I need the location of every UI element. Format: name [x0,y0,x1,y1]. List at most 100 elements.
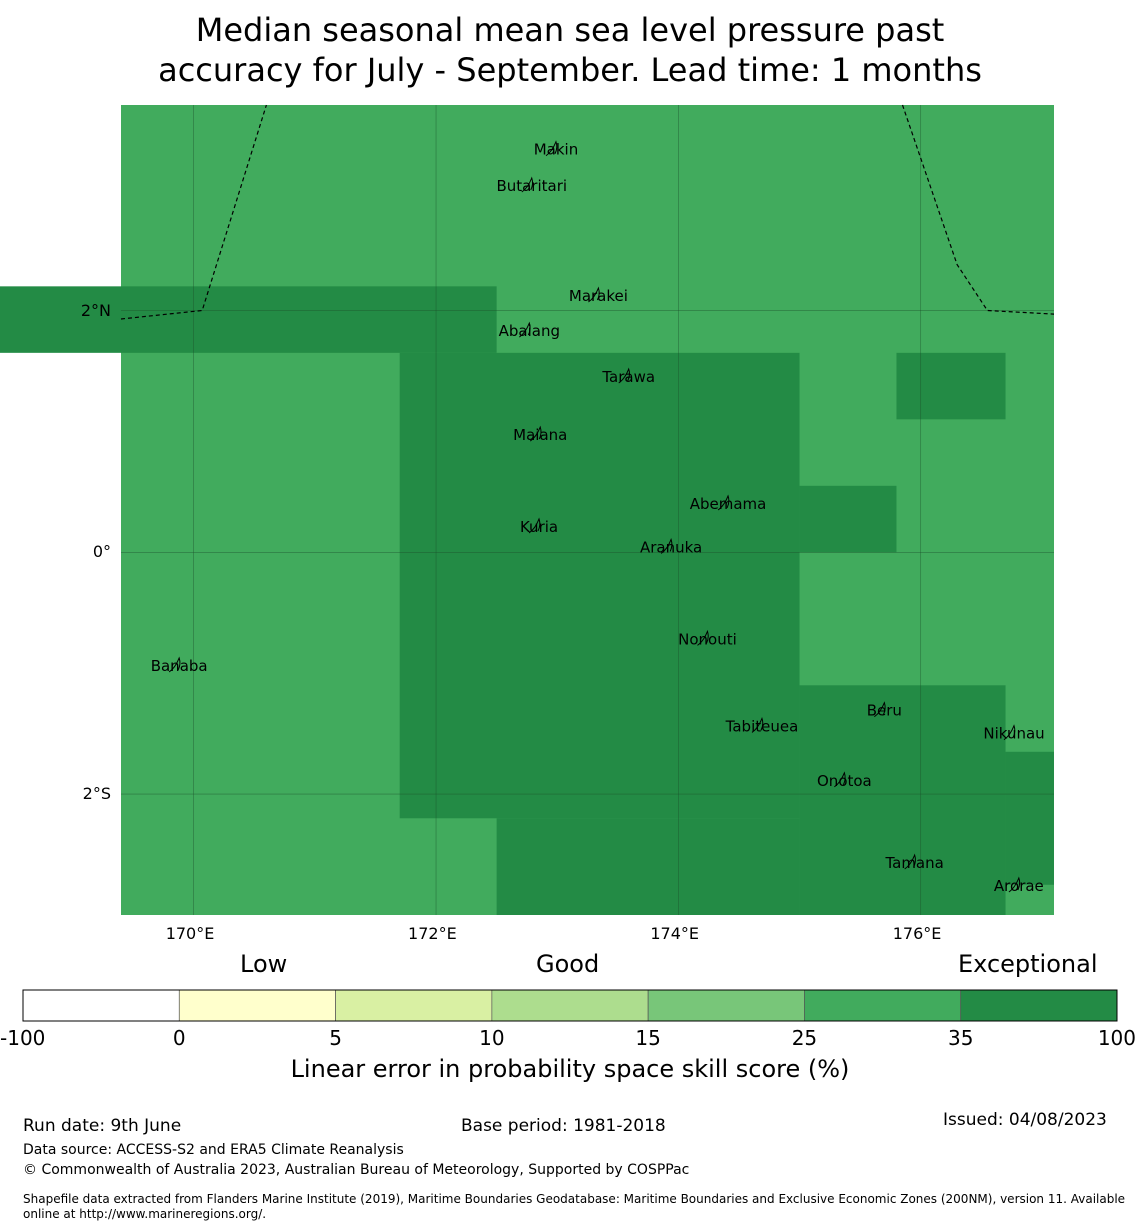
island-nonouti: Nonouti [678,629,737,648]
island-tarawa: Tarawa [601,367,655,386]
colorbar-tick-label: 0 [172,1026,186,1050]
colorbar-segment [22,989,180,1022]
island-outline [545,140,558,157]
island-label: Marakei [569,287,628,305]
island-outline [1008,876,1021,893]
lon-tick-label: 174°E [650,924,700,943]
lon-tick-label: 172°E [408,924,457,943]
island-nikunau: Nikunau [983,724,1045,743]
title-line-1: Median seasonal mean sea level pressure … [195,11,945,49]
island-beru: Beru [867,701,902,720]
island-outline [528,517,541,534]
island-outline [697,629,709,646]
lat-tick-label: 0° [92,542,111,562]
lon-tick-label: 176°E [892,924,942,943]
island-outline [588,286,600,303]
category-low: Low [240,950,288,978]
eez-boundary [120,104,1055,320]
title-line-2: accuracy for July - September. Lead time… [158,51,982,89]
island-outline [618,367,630,384]
colorbar-segment [647,989,805,1022]
island-makin: Makin [534,140,579,159]
island-label: Beru [867,702,902,720]
data-source: Data source: ACCESS-S2 and ERA5 Climate … [23,1142,404,1158]
colorbar-segment [804,989,962,1022]
island-label: Kuria [520,518,558,536]
island-maiana: Maiana [513,425,567,444]
lat-tick-label: 2°N [80,300,111,320]
shapefile-credit: Shapefile data extracted from Flanders M… [23,1192,1126,1221]
island-label: Abemama [690,495,767,513]
island-outline [717,494,730,511]
island-label: Onotoa [817,772,872,790]
island-outline [834,771,846,788]
high-skill-cell [1005,751,1054,885]
island-arorae: Arorae [994,876,1044,895]
island-abaiang: Abaiang [499,321,560,340]
island-outline [874,701,886,718]
chart-title: Median seasonal mean sea level pressure … [0,10,1140,90]
island-outline [168,656,181,673]
lon-tick-label: 170°E [165,924,215,943]
island-label: Banaba [151,657,208,675]
high-skill-cell [799,485,897,553]
island-outline [521,176,534,193]
island-label: Tamana [884,854,943,872]
island-label: Arorae [994,877,1044,895]
island-abemama: Abemama [690,494,767,513]
island-label: Butaritari [496,177,567,195]
island-banaba: Banaba [151,656,208,675]
island-markers: Makin Butaritari Marakei Abaiang Tarawa Maian… [151,140,1045,895]
island-label: Maiana [513,426,567,444]
island-kuria: Kuria [520,517,558,536]
island-marakei: Marakei [569,286,628,305]
island-tamana: Tamana [884,853,944,872]
colorbar-outline [22,989,1118,1022]
colorbar [22,989,1118,1022]
island-label: Abaiang [499,322,560,340]
colorbar-segment [960,989,1118,1022]
high-skill-cells [0,286,1054,915]
colorbar-tick-label: 15 [635,1026,661,1050]
island-outline [904,853,916,870]
colorbar-segment [335,989,493,1022]
island-label: Aranuka [640,538,702,556]
colorbar-label: Linear error in probability space skill … [290,1055,850,1083]
high-skill-cell [399,352,800,819]
run-date: Run date: 9th June [23,1116,182,1136]
high-skill-cell [799,685,1006,915]
high-skill-cell [0,286,497,353]
island-label: Makin [534,141,579,159]
skill-map: Makin Butaritari Marakei Abaiang Tarawa Maian… [0,104,1055,915]
island-tabiteuea: Tabiteuea [725,716,799,735]
island-butaritari: Butaritari [496,176,567,195]
island-outline [529,425,542,442]
category-exceptional: Exceptional [958,950,1098,978]
graticule [121,105,1054,915]
high-skill-cell [496,818,800,915]
island-outline [751,716,764,733]
category-good: Good [536,950,600,978]
island-label: Nikunau [983,725,1044,743]
colorbar-tick-label: 5 [329,1026,342,1050]
island-label: Nonouti [678,630,737,648]
copyright: © Commonwealth of Australia 2023, Austra… [23,1162,690,1178]
colorbar-tick-label: 100 [1097,1026,1136,1050]
island-label: Tarawa [601,368,655,386]
colorbar-tick-label: 35 [947,1026,974,1050]
island-outline [660,538,673,554]
eez-boundary-line [901,104,1055,315]
colorbar-tick-label: 25 [791,1026,818,1050]
island-aranuka: Aranuka [640,538,702,556]
eez-boundary-line [120,104,267,320]
island-outline [1003,724,1016,741]
base-period: Base period: 1981-2018 [461,1116,666,1136]
colorbar-tick-label: -100 [0,1026,46,1050]
island-onotoa: Onotoa [817,771,872,790]
issued-date: Issued: 04/08/2023 [943,1110,1107,1130]
island-label: Tabiteuea [725,717,799,735]
colorbar-segment [491,989,649,1022]
island-outline [519,321,531,338]
colorbar-segment [178,989,336,1022]
high-skill-cell [896,352,1006,420]
